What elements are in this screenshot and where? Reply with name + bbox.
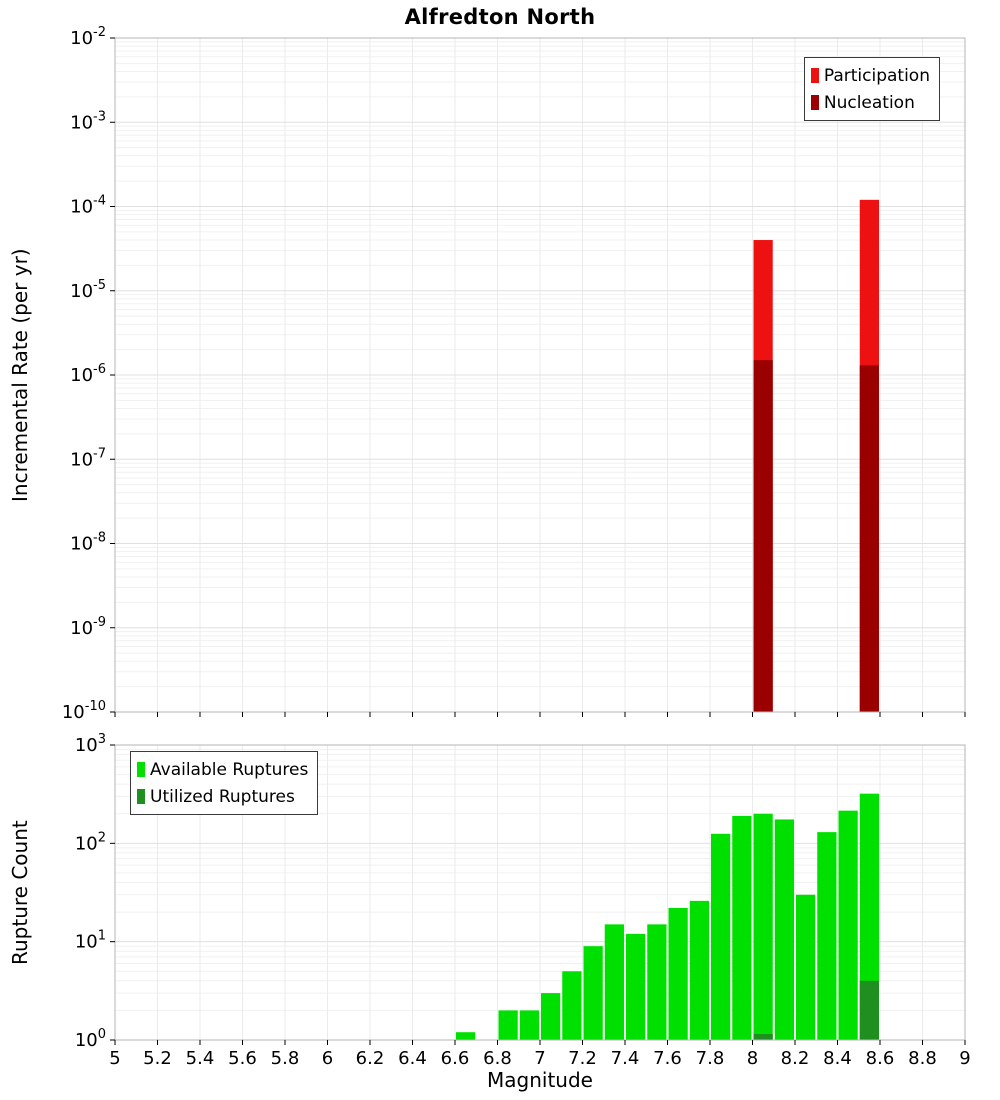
y-tick-label: 10-9: [70, 615, 106, 639]
available-ruptures-bar: [604, 924, 624, 1040]
available-ruptures-bar: [668, 907, 688, 1040]
plot-0: 10-2 10-3 10-4 10-5 10-6 10-7 10-8 10-9 10-10: [62, 25, 966, 723]
participation-swatch-icon: [810, 68, 819, 83]
x-tick-label: 8.4: [823, 1048, 852, 1069]
y-tick-label: 10-6: [70, 362, 106, 386]
x-tick-label: 5: [109, 1048, 120, 1069]
bottom-chart-legend: Available Ruptures Utilized Ruptures: [130, 751, 319, 815]
legend-label-available-ruptures: Available Ruptures: [150, 759, 309, 780]
y-tick-label: 101: [75, 929, 106, 953]
available-ruptures-bar: [817, 832, 837, 1040]
available-ruptures-bar: [838, 810, 858, 1040]
available-ruptures-bar: [456, 1032, 476, 1040]
x-tick-label: 8.8: [908, 1048, 937, 1069]
available-ruptures-bar: [498, 1010, 518, 1040]
y-tick-label: 10-3: [70, 109, 106, 133]
utilized-ruptures-bar: [859, 980, 879, 1040]
x-tick-label: 6.4: [398, 1048, 427, 1069]
x-axis-label: Magnitude: [487, 1068, 593, 1092]
x-tick-label: 8.2: [781, 1048, 810, 1069]
available-ruptures-bar: [519, 1010, 539, 1040]
x-tick-label: 8.6: [866, 1048, 895, 1069]
available-ruptures-bar: [859, 793, 879, 1040]
legend-label-nucleation: Nucleation: [823, 92, 915, 113]
x-tick-label: 6.2: [356, 1048, 385, 1069]
legend-item-nucleation: Nucleation: [810, 89, 930, 116]
y-tick-label: 103: [75, 732, 106, 756]
x-tick-label: 6: [322, 1048, 333, 1069]
y-tick-label: 10-10: [62, 699, 106, 723]
available-ruptures-swatch-icon: [137, 762, 145, 777]
x-tick-label: 5.8: [271, 1048, 300, 1069]
available-ruptures-bar: [541, 993, 561, 1040]
available-ruptures-bar: [583, 946, 603, 1040]
y-tick-label: 102: [75, 830, 106, 854]
top-chart-legend: Participation Nucleation: [803, 57, 940, 121]
nucleation-swatch-icon: [810, 95, 819, 110]
y-tick-label: 10-7: [70, 446, 106, 470]
x-tick-label: 5.2: [143, 1048, 172, 1069]
available-ruptures-bar: [626, 933, 646, 1040]
x-tick-label: 6.8: [483, 1048, 512, 1069]
legend-item-available-ruptures: Available Ruptures: [137, 756, 308, 783]
x-tick-label: 5.4: [186, 1048, 215, 1069]
chart-title: Alfredton North: [404, 5, 596, 29]
x-tick-label: 7.6: [653, 1048, 682, 1069]
x-tick-label: 7.8: [696, 1048, 725, 1069]
available-ruptures-bar: [796, 894, 816, 1040]
y-tick-label: 100: [75, 1027, 106, 1051]
utilized-ruptures-swatch-icon: [137, 789, 145, 804]
x-tick-label: 5.6: [228, 1048, 257, 1069]
available-ruptures-bar: [711, 833, 731, 1040]
legend-item-utilized-ruptures: Utilized Ruptures: [137, 783, 308, 810]
y-tick-label: 10-5: [70, 278, 106, 302]
top-y-axis-label: Incremental Rate (per yr): [8, 248, 32, 502]
legend-label-utilized-ruptures: Utilized Ruptures: [150, 786, 295, 807]
y-tick-label: 10-2: [70, 25, 106, 49]
available-ruptures-bar: [562, 971, 582, 1040]
nucleation-bar: [753, 360, 773, 712]
available-ruptures-bar: [774, 819, 794, 1040]
x-tick-label: 8: [747, 1048, 758, 1069]
x-tick-label: 6.6: [441, 1048, 470, 1069]
x-tick-label: 7.4: [611, 1048, 640, 1069]
bottom-y-axis-label: Rupture Count: [8, 820, 32, 965]
utilized-ruptures-bar: [753, 1034, 773, 1040]
nucleation-bar: [859, 365, 879, 712]
y-tick-label: 10-4: [70, 194, 106, 218]
legend-item-participation: Participation: [810, 62, 930, 89]
x-tick-label: 7.2: [568, 1048, 597, 1069]
available-ruptures-bar: [753, 813, 773, 1040]
available-ruptures-bar: [689, 900, 709, 1040]
available-ruptures-bar: [732, 815, 752, 1040]
legend-label-participation: Participation: [823, 65, 930, 86]
x-tick-label: 7: [534, 1048, 545, 1069]
x-tick-label: 9: [959, 1048, 970, 1069]
available-ruptures-bar: [647, 924, 667, 1040]
y-tick-label: 10-8: [70, 531, 106, 555]
